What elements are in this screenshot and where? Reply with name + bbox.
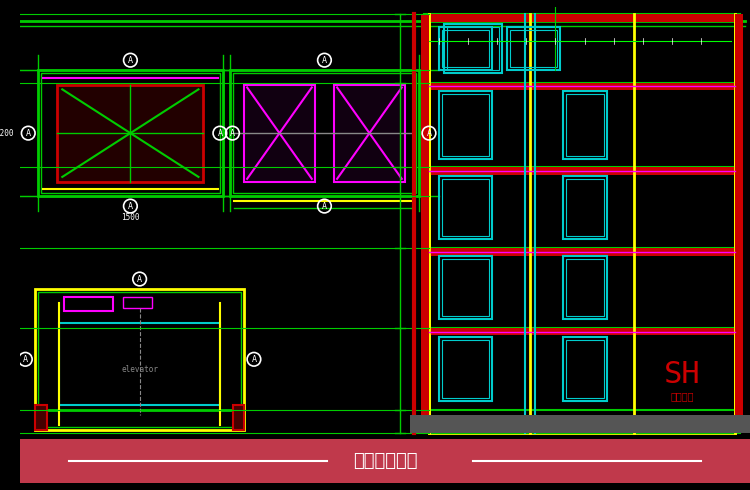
Bar [58, 84, 203, 182]
Bar [230, 70, 419, 196]
Text: 1200: 1200 [0, 129, 13, 138]
Bar [443, 24, 502, 73]
Bar [442, 179, 489, 236]
Bar [566, 94, 604, 156]
Bar [442, 29, 489, 68]
Bar [38, 70, 223, 196]
Text: A: A [128, 201, 133, 211]
Bar [244, 84, 315, 182]
Text: A: A [26, 129, 31, 138]
Bar [429, 82, 736, 90]
Bar [736, 15, 743, 433]
Text: 拾叠素材公址: 拾叠素材公址 [353, 452, 418, 470]
Bar [20, 440, 750, 483]
Bar [334, 84, 405, 182]
Text: A: A [427, 129, 431, 138]
Bar [562, 91, 607, 159]
Bar [562, 176, 607, 239]
Bar [422, 15, 429, 433]
Bar [429, 248, 736, 256]
Text: SH: SH [664, 360, 700, 389]
Bar [439, 256, 492, 319]
Bar [232, 73, 416, 194]
Bar [429, 167, 736, 175]
Text: A: A [251, 355, 257, 364]
Text: A: A [137, 274, 142, 284]
Bar [38, 292, 242, 427]
Bar [439, 338, 492, 401]
Bar [59, 323, 220, 406]
Bar [429, 15, 736, 22]
Text: A: A [217, 129, 222, 138]
Bar [566, 341, 604, 398]
Bar [446, 27, 499, 70]
Bar [439, 91, 492, 159]
Bar [510, 29, 557, 68]
Bar [439, 176, 492, 239]
Bar [562, 338, 607, 401]
Bar [507, 26, 560, 71]
Bar [562, 256, 607, 319]
Text: A: A [322, 56, 327, 65]
Text: A: A [128, 56, 133, 65]
Bar [35, 406, 46, 430]
Bar [35, 289, 245, 430]
Bar [122, 296, 152, 308]
Text: A: A [230, 129, 235, 138]
Bar [429, 328, 736, 336]
Text: elevator: elevator [121, 365, 158, 373]
Bar [442, 94, 489, 156]
Text: 素材公社: 素材公社 [670, 391, 694, 401]
Bar [442, 259, 489, 317]
Bar [566, 259, 604, 317]
Bar [566, 179, 604, 236]
Text: 1500: 1500 [122, 213, 140, 222]
Text: 2200: 2200 [130, 447, 148, 456]
Bar [232, 406, 244, 430]
Bar [429, 15, 736, 433]
Bar [64, 296, 112, 311]
Bar [41, 73, 220, 194]
Text: A: A [322, 201, 327, 211]
Text: A: A [22, 355, 28, 364]
Bar [439, 26, 492, 71]
Bar [442, 341, 489, 398]
Bar [410, 415, 750, 433]
